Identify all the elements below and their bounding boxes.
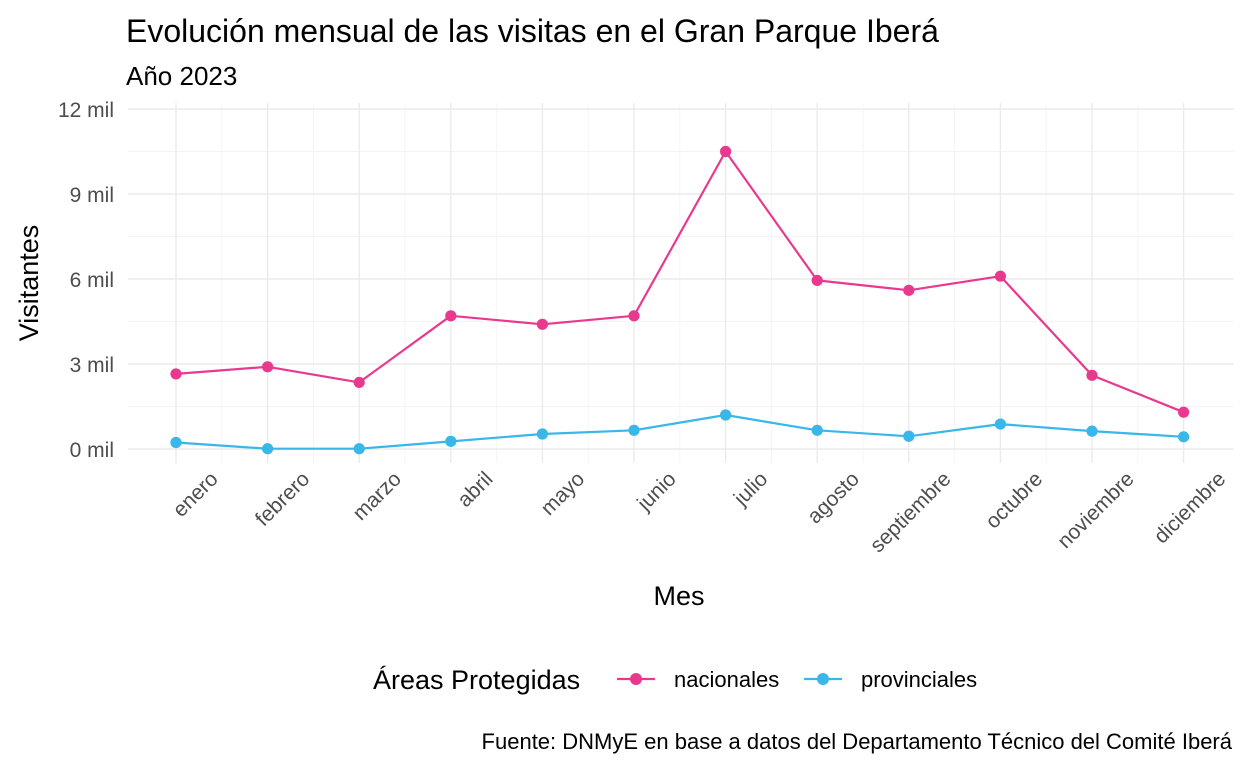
grid (128, 103, 1234, 463)
x-tick-label: mayo (537, 467, 590, 520)
data-point-nacionales-junio (628, 310, 640, 322)
series-line-nacionales (175, 150, 1185, 414)
chart-subtitle: Año 2023 (126, 61, 237, 91)
chart-title: Evolución mensual de las visitas en el G… (126, 13, 939, 49)
data-point-nacionales-septiembre (903, 284, 915, 296)
data-point-provinciales-junio (628, 424, 640, 436)
y-axis-ticks: 0 mil 3 mil 6 mil 9 mil 12 mil (58, 99, 114, 462)
y-tick-label: 6 mil (70, 269, 114, 292)
legend: Áreas Protegidas nacionales provinciales (373, 665, 977, 695)
data-point-nacionales-diciembre (1178, 406, 1190, 418)
data-point-provinciales-febrero (262, 443, 274, 455)
data-point-provinciales-noviembre (1086, 425, 1098, 437)
data-point-nacionales-agosto (811, 274, 823, 287)
series-group (170, 145, 1190, 455)
x-tick-label: octubre (981, 467, 1047, 533)
legend-key-dot-provinciales (817, 673, 829, 685)
data-point-provinciales-agosto (811, 424, 823, 436)
x-tick-label: julio (729, 467, 772, 510)
data-point-provinciales-mayo (536, 428, 549, 440)
data-point-nacionales-octubre (994, 270, 1007, 282)
data-point-nacionales-julio (720, 145, 732, 158)
x-tick-label: junio (632, 467, 680, 515)
data-point-nacionales-marzo (353, 376, 365, 389)
x-tick-label: marzo (348, 467, 406, 525)
x-tick-label: noviembre (1053, 467, 1139, 553)
legend-key-dot-nacionales (630, 673, 642, 685)
data-point-provinciales-abril (445, 435, 457, 447)
y-tick-label: 9 mil (70, 184, 114, 207)
legend-label-nacionales: nacionales (674, 667, 779, 692)
x-axis-title: Mes (653, 581, 704, 611)
data-point-provinciales-diciembre (1178, 431, 1190, 443)
data-point-nacionales-febrero (262, 361, 274, 373)
data-point-provinciales-octubre (994, 418, 1007, 430)
x-tick-label: enero (168, 467, 222, 521)
legend-label-provinciales: provinciales (861, 667, 977, 692)
chart-caption: Fuente: DNMyE en base a datos del Depart… (482, 729, 1233, 754)
x-tick-label: febrero (251, 467, 314, 530)
x-tick-label: agosto (803, 467, 864, 528)
y-axis-title: Visitantes (14, 225, 44, 342)
data-point-provinciales-marzo (353, 443, 365, 455)
x-axis-ticks: enero febrero marzo abril mayo junio julio agos… (168, 467, 1230, 557)
legend-title: Áreas Protegidas (373, 665, 580, 695)
y-tick-label: 0 mil (70, 439, 114, 462)
data-point-provinciales-septiembre (903, 430, 915, 442)
data-point-nacionales-mayo (536, 318, 549, 330)
data-point-provinciales-enero (170, 436, 182, 449)
series-line-provinciales (175, 413, 1184, 450)
data-point-nacionales-abril (445, 310, 457, 322)
data-point-nacionales-enero (170, 368, 182, 380)
y-tick-label: 12 mil (58, 99, 114, 122)
x-tick-label: septiembre (866, 467, 956, 557)
data-point-nacionales-noviembre (1086, 369, 1098, 381)
y-tick-label: 3 mil (70, 354, 114, 377)
x-tick-label: diciembre (1150, 467, 1231, 548)
x-tick-label: abril (453, 467, 497, 511)
data-point-provinciales-julio (720, 409, 732, 421)
